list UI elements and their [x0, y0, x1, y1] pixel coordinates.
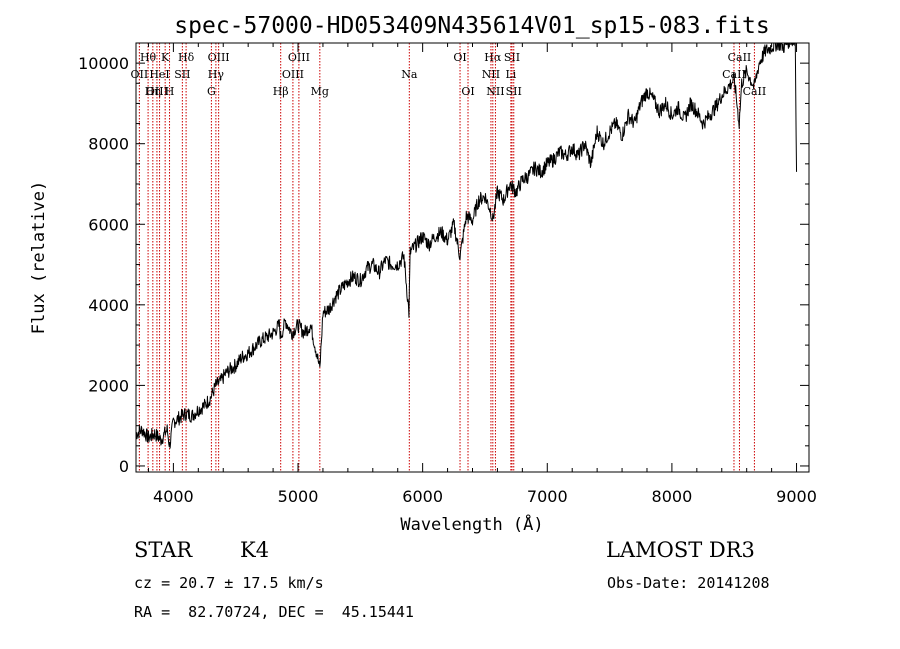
axes: 4000 5000 6000 7000 8000 9000 0 2000 4000 6000 800… — [78, 42, 817, 506]
x-tick-label: 7000 — [527, 487, 568, 506]
line-marker-label: OIII — [282, 68, 304, 81]
line-marker-label: Mg — [311, 85, 329, 98]
redshift-cz: cz = 20.7 ± 17.5 km/s — [134, 574, 324, 592]
spectrum-line — [136, 43, 798, 449]
line-marker-label: Hα — [484, 51, 502, 64]
line-marker-label: OI — [461, 85, 474, 98]
series-layer — [136, 43, 798, 449]
line-marker-label: K — [161, 51, 170, 64]
line-marker-label: OIII — [146, 85, 168, 98]
x-tick-label: 5000 — [278, 487, 319, 506]
plot-frame — [135, 42, 810, 473]
line-marker-label: Na — [401, 68, 418, 81]
line-marker-label: OI — [453, 51, 466, 64]
line-marker-label: G — [207, 85, 216, 98]
y-tick-label: 10000 — [78, 54, 129, 73]
y-axis-label: Flux (relative) — [29, 181, 49, 335]
line-marker-label: OIII — [288, 51, 310, 64]
line-marker-label: SII — [504, 51, 520, 64]
line-marker-label: Hη — [145, 85, 161, 98]
y-tick-label: 8000 — [88, 135, 129, 154]
line-marker-label: NII — [486, 85, 504, 98]
object-class: STAR — [134, 538, 193, 562]
line-marker-label: Hγ — [208, 68, 225, 81]
object-subclass: K4 — [240, 538, 270, 562]
line-marker-label: CaII — [728, 51, 752, 64]
line-marker-label: SII — [506, 85, 522, 98]
line-marker-label: Hβ — [273, 85, 289, 98]
line-marker-label: Hδ — [178, 51, 195, 64]
y-tick-label: 4000 — [88, 296, 129, 315]
survey-name: LAMOST DR3 — [606, 538, 755, 562]
x-tick-label: 6000 — [402, 487, 443, 506]
line-marker-label: OIII — [208, 51, 230, 64]
chart-title: spec-57000-HD053409N435614V01_sp15-083.f… — [174, 13, 769, 39]
line-marker-label: CaII — [743, 85, 767, 98]
line-marker-label: HeI — [149, 68, 169, 81]
y-tick-label: 0 — [119, 457, 129, 476]
x-tick-label: 8000 — [652, 487, 693, 506]
line-marker-label: SII — [174, 68, 190, 81]
x-axis-label: Wavelength (Å) — [400, 513, 543, 535]
x-tick-label: 9000 — [776, 487, 817, 506]
x-tick-label: 4000 — [153, 487, 194, 506]
line-marker-label: H — [165, 85, 175, 98]
line-marker-label: Li — [505, 68, 516, 81]
line-marker-label: Hθ — [140, 51, 157, 64]
ra-dec: RA = 82.70724, DEC = 45.15441 — [134, 603, 414, 621]
y-tick-label: 2000 — [88, 376, 129, 395]
line-marker-label: NII — [482, 68, 500, 81]
observation-date: Obs-Date: 20141208 — [607, 574, 770, 592]
y-tick-label: 6000 — [88, 215, 129, 234]
line-marker-label: OII — [131, 68, 149, 81]
